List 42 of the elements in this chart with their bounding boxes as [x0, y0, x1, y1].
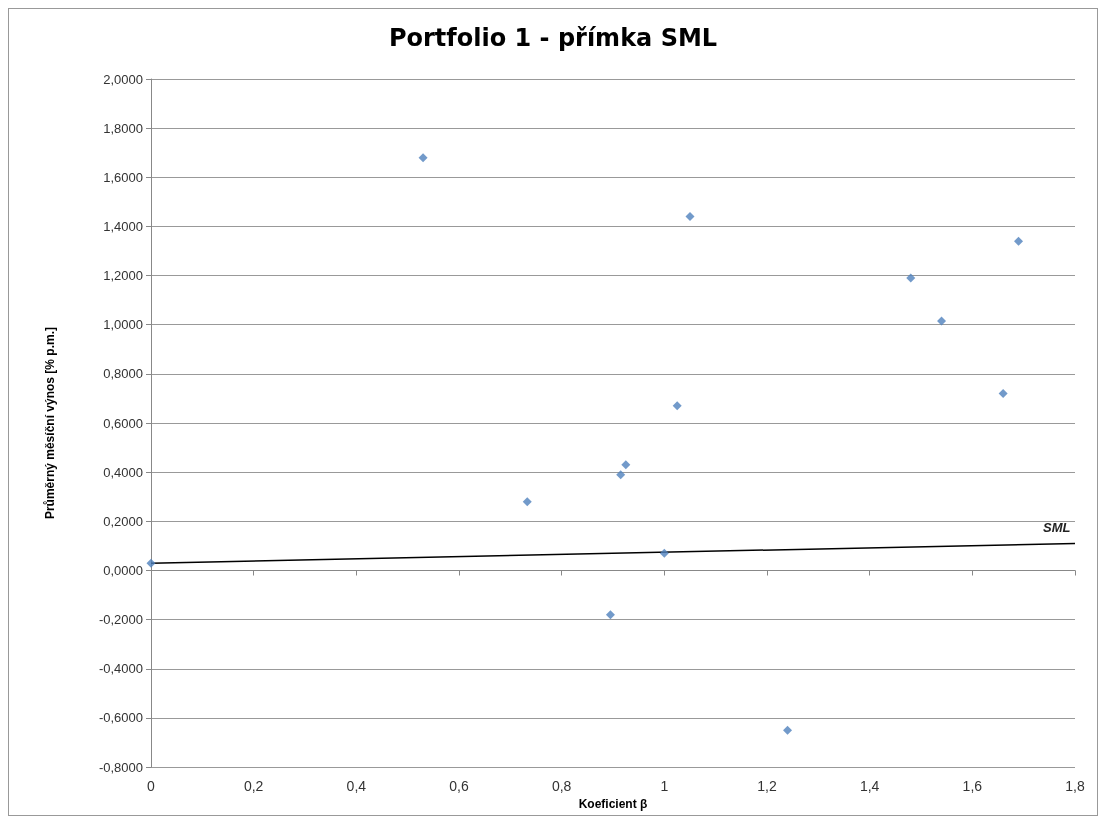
y-tick-label: -0,8000	[98, 759, 143, 775]
y-tick-label: 0,2000	[103, 513, 143, 529]
point	[783, 725, 793, 735]
y-tick-label: -0,6000	[98, 710, 143, 726]
y-tick-label: -0,2000	[98, 612, 143, 628]
point	[672, 401, 682, 411]
x-tick-label: 1,8	[1065, 778, 1085, 795]
point	[998, 389, 1008, 399]
x-tick-label: 1	[660, 778, 669, 795]
chart-title: Portfolio 1 - přímka SML	[388, 24, 718, 52]
x-axis-title: Koeficient β	[578, 797, 648, 811]
point	[906, 273, 916, 283]
y-tick-label: 0,0000	[103, 563, 143, 578]
point	[616, 470, 626, 480]
y-tick-label: 1,6000	[103, 169, 143, 185]
point	[685, 212, 695, 222]
y-tick-label: 0,6000	[103, 415, 143, 431]
y-tick-label: 1,4000	[103, 218, 143, 234]
point	[621, 460, 631, 470]
point	[937, 316, 947, 326]
y-tick-label: 1,2000	[103, 268, 143, 284]
x-tick-label: 1,6	[962, 778, 983, 795]
y-axis-title: Průměrný měsíční výnos [% p.m.]	[43, 327, 57, 520]
y-tick-label: 1,8000	[103, 120, 143, 136]
point	[659, 548, 669, 558]
x-tick-label: 0,2	[243, 778, 264, 795]
x-tick-label: 1,2	[757, 778, 777, 795]
x-tick-label: 1,4	[859, 778, 880, 795]
point	[605, 610, 615, 620]
x-tick-label: 0,4	[346, 778, 367, 795]
point	[522, 497, 532, 507]
x-tick-label: 0,6	[449, 778, 469, 795]
y-tick-label: -0,4000	[98, 661, 143, 677]
y-tick-label: 2,0000	[103, 71, 143, 87]
x-tick-label: 0	[147, 778, 156, 795]
y-tick-label: 1,0000	[103, 317, 143, 333]
point	[418, 153, 428, 163]
x-tick-label: 0,8	[551, 778, 572, 795]
y-tick-label: 0,4000	[103, 464, 143, 480]
y-tick-label: 0,8000	[103, 366, 143, 382]
point	[1014, 236, 1024, 246]
series-label: SML	[1043, 519, 1071, 535]
